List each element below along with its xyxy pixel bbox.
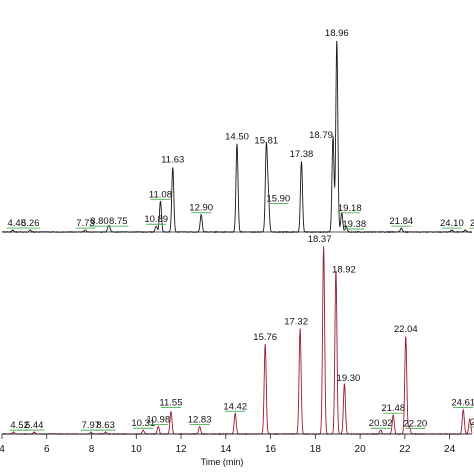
peak-label: 20.92 xyxy=(369,418,393,429)
peak-label: 18.92 xyxy=(332,264,356,275)
peak-label: 22.20 xyxy=(403,418,427,429)
peak-label: 18.96 xyxy=(325,28,349,39)
peak-label: 8.80 xyxy=(90,216,109,227)
peak-label: 21.84 xyxy=(389,216,413,227)
x-tick-label: 4 xyxy=(0,444,5,455)
peak-label: 11.55 xyxy=(159,397,182,408)
peak-label: 17.38 xyxy=(290,149,314,160)
x-tick-label: 12 xyxy=(175,444,187,455)
peak-label: 19.18 xyxy=(338,203,362,214)
x-tick-label: 22 xyxy=(399,444,411,455)
peak-label: 5.26 xyxy=(21,218,40,229)
peak-label: 7.97 xyxy=(82,420,101,431)
top-chromatogram-panel: 4.485.26 7.738.80 8.75 10.89 11.08 11.63 12.90… xyxy=(1,28,474,234)
peak-label: 21.48 xyxy=(381,403,405,414)
peak-label: 10.98 xyxy=(146,414,170,425)
peak-label: 8.63 xyxy=(96,420,115,431)
peak-label: 19.30 xyxy=(337,373,361,384)
peak-label: 18.37 xyxy=(308,234,332,245)
x-axis-label: Time (min) xyxy=(201,457,244,467)
peak-label: 11.63 xyxy=(161,155,184,166)
peak-label: 15.90 xyxy=(266,193,290,204)
peak-label: 24.10 xyxy=(440,218,464,229)
peak-label: 24.7 xyxy=(470,218,474,229)
peak-label: 18.79 xyxy=(309,130,333,141)
peak-label: 12.83 xyxy=(188,414,212,425)
peak-label: 22.04 xyxy=(394,324,418,335)
x-tick-label: 14 xyxy=(220,444,232,455)
peak-label: 14.42 xyxy=(223,401,247,412)
peak-label: 10.89 xyxy=(144,214,168,225)
x-tick-label: 24 xyxy=(444,444,456,455)
peak-label: 24.9 xyxy=(471,417,474,428)
peak-label: 10.31 xyxy=(131,418,155,429)
x-tick-label: 6 xyxy=(44,444,50,455)
x-tick-label: 10 xyxy=(131,444,143,455)
peak-label: 11.08 xyxy=(149,189,172,200)
x-tick-label: 18 xyxy=(310,444,322,455)
x-tick-label: 20 xyxy=(355,444,367,455)
peak-label: 4.48 xyxy=(7,218,26,229)
peak-label: 19.38 xyxy=(342,219,366,230)
peak-label: 17.32 xyxy=(284,317,308,328)
peak-label: 12.90 xyxy=(189,203,213,214)
peak-label: 8.75 xyxy=(109,216,128,227)
peak-label: 14.50 xyxy=(225,132,249,143)
time-axis: 4 6 8 10 12 14 16 18 20 22 24 xyxy=(0,433,472,455)
peak-label: 4.52 xyxy=(10,420,29,431)
peak-label: 7.73 xyxy=(76,218,95,229)
peak-label: 24.61 xyxy=(451,398,474,409)
x-tick-label: 8 xyxy=(89,444,95,455)
peak-label: 15.76 xyxy=(253,332,277,343)
peak-label: 5.44 xyxy=(25,420,44,431)
peak-label: 15.81 xyxy=(254,136,278,147)
x-tick-label: 16 xyxy=(265,444,277,455)
